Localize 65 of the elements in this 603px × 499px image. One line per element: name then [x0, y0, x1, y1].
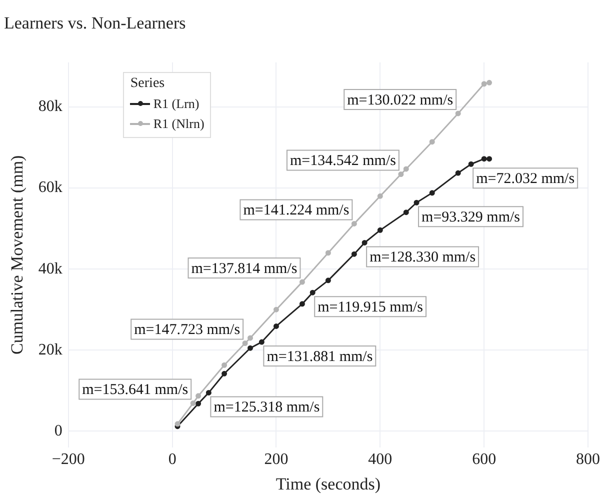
annotation: m=125.318 mm/s	[214, 400, 320, 416]
annotation: m=72.032 mm/s	[476, 171, 575, 188]
x-tick-label: −200	[52, 451, 85, 468]
point	[486, 156, 492, 162]
point	[325, 250, 331, 256]
y-tick-label: 0	[54, 422, 62, 440]
point	[398, 172, 404, 178]
point	[362, 240, 368, 246]
point	[273, 306, 279, 312]
x-tick-label: 800	[576, 451, 600, 468]
annotation: m=130.022 mm/s	[347, 92, 454, 108]
x-axis-title: Time (seconds)	[276, 474, 381, 494]
point	[190, 400, 196, 406]
x-tick-label: 200	[264, 451, 288, 468]
point	[414, 200, 420, 206]
annotation: m=134.542 mm/s	[290, 153, 396, 170]
x-tick-label: 400	[368, 451, 392, 468]
point	[248, 345, 254, 351]
annotation: m=153.641 mm/s	[82, 382, 188, 398]
point	[299, 279, 305, 285]
point	[196, 400, 202, 406]
point	[273, 323, 279, 329]
point	[403, 210, 409, 216]
point	[299, 301, 305, 307]
point	[481, 156, 487, 162]
point	[248, 335, 254, 341]
y-tick-label: 80k	[38, 98, 62, 116]
point	[455, 170, 461, 176]
point	[351, 220, 357, 226]
annotation: m=119.915 mm/s	[318, 300, 424, 316]
annotation: m=131.881 mm/s	[266, 348, 373, 365]
point	[222, 370, 228, 376]
point	[429, 190, 435, 196]
y-axis-title: Cumulative Movement (mm)	[8, 155, 27, 355]
point	[377, 227, 383, 233]
point	[174, 421, 180, 427]
annotation: m=141.224 mm/s	[243, 202, 350, 219]
annotation: m=147.723 mm/s	[134, 322, 240, 338]
annotation: m=128.330 mm/s	[370, 250, 476, 266]
point	[310, 290, 316, 296]
y-tick-label: 60k	[38, 179, 62, 196]
y-tick-label: 40k	[38, 260, 62, 278]
point	[468, 161, 474, 167]
point	[258, 339, 264, 345]
point	[377, 193, 383, 199]
point	[403, 166, 409, 172]
point	[206, 390, 212, 396]
point	[196, 393, 202, 399]
legend-label: R1 (Lrn)	[153, 95, 200, 114]
annotation: m=93.329 mm/s	[422, 210, 520, 226]
point	[351, 251, 357, 257]
legend-label: R1 (Nlrn)	[153, 115, 204, 134]
point	[242, 340, 248, 346]
legend-title: Series	[130, 76, 166, 92]
point	[486, 80, 492, 86]
y-tick-label: 20k	[38, 341, 62, 358]
annotation: m=137.814 mm/s	[191, 260, 298, 277]
point	[429, 139, 435, 145]
x-tick-label: 600	[472, 451, 496, 468]
point	[481, 81, 487, 87]
point	[222, 362, 228, 368]
point	[455, 110, 461, 116]
x-tick-label: 0	[168, 451, 176, 468]
chart-title: Learners vs. Non-Learners	[4, 14, 186, 33]
point	[325, 278, 331, 284]
